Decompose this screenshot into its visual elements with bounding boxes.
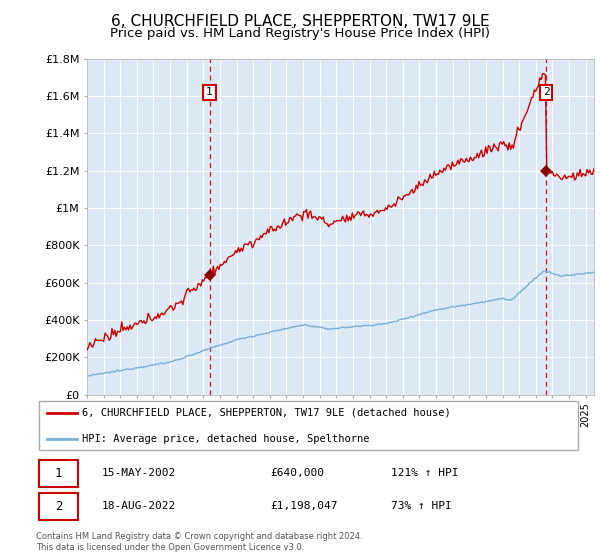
Text: Price paid vs. HM Land Registry's House Price Index (HPI): Price paid vs. HM Land Registry's House …: [110, 27, 490, 40]
Text: 73% ↑ HPI: 73% ↑ HPI: [391, 501, 452, 511]
Text: 6, CHURCHFIELD PLACE, SHEPPERTON, TW17 9LE: 6, CHURCHFIELD PLACE, SHEPPERTON, TW17 9…: [110, 14, 490, 29]
Text: 1: 1: [206, 87, 213, 97]
Text: 2: 2: [55, 500, 62, 513]
FancyBboxPatch shape: [39, 493, 78, 520]
Text: 121% ↑ HPI: 121% ↑ HPI: [391, 469, 458, 478]
Text: 2: 2: [543, 87, 550, 97]
FancyBboxPatch shape: [39, 402, 578, 450]
FancyBboxPatch shape: [39, 460, 78, 487]
Text: HPI: Average price, detached house, Spelthorne: HPI: Average price, detached house, Spel…: [82, 434, 370, 444]
Text: £1,198,047: £1,198,047: [271, 501, 338, 511]
Text: 6, CHURCHFIELD PLACE, SHEPPERTON, TW17 9LE (detached house): 6, CHURCHFIELD PLACE, SHEPPERTON, TW17 9…: [82, 408, 451, 418]
Text: £640,000: £640,000: [271, 469, 325, 478]
Text: 1: 1: [55, 467, 62, 480]
Text: Contains HM Land Registry data © Crown copyright and database right 2024.: Contains HM Land Registry data © Crown c…: [36, 532, 362, 541]
Text: 15-MAY-2002: 15-MAY-2002: [101, 469, 176, 478]
Text: 18-AUG-2022: 18-AUG-2022: [101, 501, 176, 511]
Text: This data is licensed under the Open Government Licence v3.0.: This data is licensed under the Open Gov…: [36, 543, 304, 552]
